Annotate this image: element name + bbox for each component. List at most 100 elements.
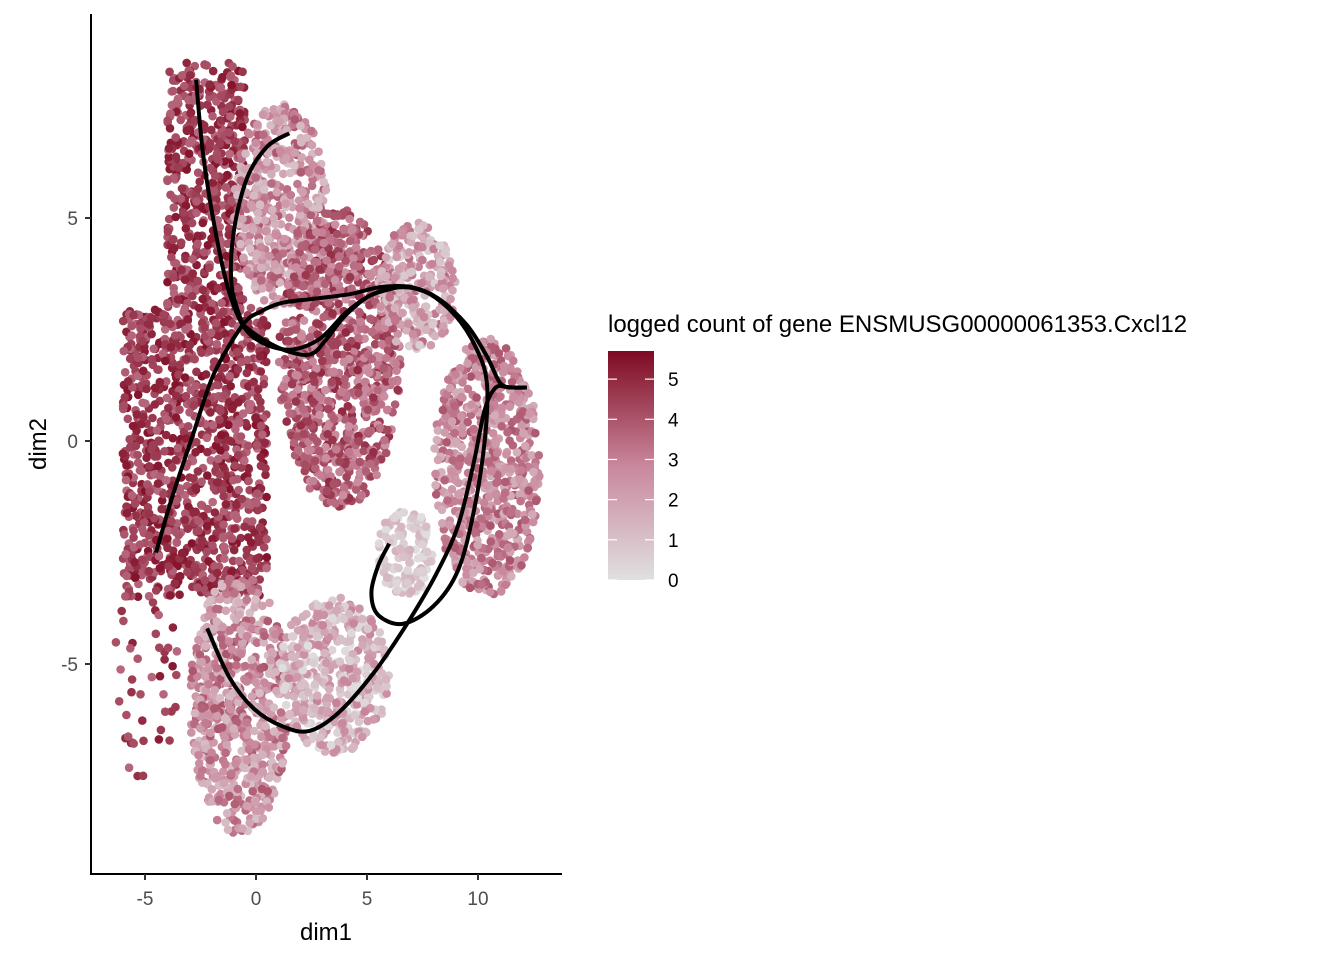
cell-point: [206, 306, 215, 316]
cell-point: [256, 276, 266, 285]
cell-point: [312, 364, 321, 373]
cell-point: [167, 463, 177, 472]
cell-point: [315, 265, 324, 274]
cell-point: [192, 367, 201, 377]
cell-point: [264, 803, 274, 812]
cell-point: [447, 417, 457, 426]
cell-point: [198, 218, 208, 228]
cell-point: [376, 423, 385, 433]
cell-point: [395, 531, 405, 540]
cell-point: [389, 231, 399, 240]
cell-point: [185, 340, 195, 350]
cell-points: [111, 58, 544, 837]
cell-point: [181, 509, 190, 518]
cell-point: [316, 471, 326, 480]
cell-point: [242, 755, 252, 765]
cell-point: [296, 138, 306, 147]
cell-point: [193, 276, 203, 286]
cell-point: [517, 561, 526, 570]
cell-point: [236, 432, 246, 441]
cell-point: [374, 539, 384, 548]
cell-point: [382, 353, 391, 363]
cell-point: [165, 67, 174, 77]
cell-point: [221, 183, 231, 192]
cell-point: [300, 362, 310, 372]
cell-point: [308, 160, 318, 170]
cell-point: [395, 544, 405, 553]
cell-point: [153, 461, 163, 471]
cell-point: [188, 666, 197, 676]
cell-point: [201, 718, 210, 728]
cell-point: [136, 324, 145, 334]
cell-point: [399, 508, 409, 517]
cell-point: [226, 71, 236, 80]
cell-point: [251, 173, 260, 182]
cell-point: [381, 377, 391, 386]
cell-point: [291, 325, 301, 334]
cell-point: [169, 203, 179, 212]
cell-point: [256, 263, 266, 273]
cell-point: [194, 635, 203, 645]
cell-point: [152, 451, 161, 461]
cell-point: [257, 784, 267, 794]
cell-point: [158, 349, 168, 359]
cell-point: [278, 169, 288, 179]
cell-point: [230, 799, 240, 809]
cell-point: [262, 157, 272, 167]
cell-point: [319, 177, 329, 187]
cell-point: [177, 184, 187, 193]
cell-point: [149, 344, 158, 354]
cell-point: [438, 284, 448, 294]
cell-point: [262, 534, 271, 544]
cell-point: [289, 438, 299, 448]
cell-point: [252, 489, 262, 498]
cell-point: [197, 348, 206, 358]
cell-point: [416, 512, 426, 522]
cell-point: [301, 270, 311, 280]
cell-point: [215, 222, 224, 232]
cell-point: [215, 415, 224, 424]
cell-point: [210, 187, 219, 196]
cell-point: [204, 680, 213, 689]
cell-point: [212, 663, 222, 673]
cell-point: [133, 390, 143, 400]
cell-point: [191, 447, 200, 457]
cell-point: [262, 553, 272, 562]
cell-point: [213, 284, 223, 293]
cell-point: [207, 785, 217, 794]
cell-point: [328, 435, 337, 445]
cell-point: [242, 801, 252, 811]
cell-point: [500, 477, 510, 487]
cell-point: [166, 319, 175, 329]
cell-point: [253, 385, 263, 394]
cell-point: [301, 301, 310, 311]
cell-point: [388, 239, 397, 249]
cell-point: [249, 726, 259, 736]
cell-point: [121, 549, 130, 559]
cell-point: [280, 382, 289, 392]
cell-point: [139, 366, 148, 376]
cell-point: [360, 377, 370, 387]
cell-point: [180, 515, 190, 525]
cell-point: [426, 340, 436, 350]
cell-point: [329, 479, 338, 489]
cell-point: [218, 72, 227, 82]
cell-point: [384, 336, 394, 345]
cell-point: [507, 572, 516, 581]
cell-point: [486, 537, 496, 546]
cell-point: [134, 579, 143, 589]
cell-point: [366, 459, 375, 469]
cell-point: [121, 475, 131, 485]
cell-point: [222, 809, 232, 818]
cell-point: [148, 413, 157, 423]
cell-point: [187, 218, 197, 228]
cell-point: [430, 444, 439, 453]
cell-point: [243, 441, 253, 451]
cell-point: [363, 249, 372, 258]
cell-point: [129, 526, 138, 535]
cell-point: [361, 384, 371, 394]
cell-point: [274, 357, 284, 367]
cell-point: [248, 787, 257, 796]
cell-point: [396, 522, 406, 532]
cell-point: [297, 153, 307, 162]
